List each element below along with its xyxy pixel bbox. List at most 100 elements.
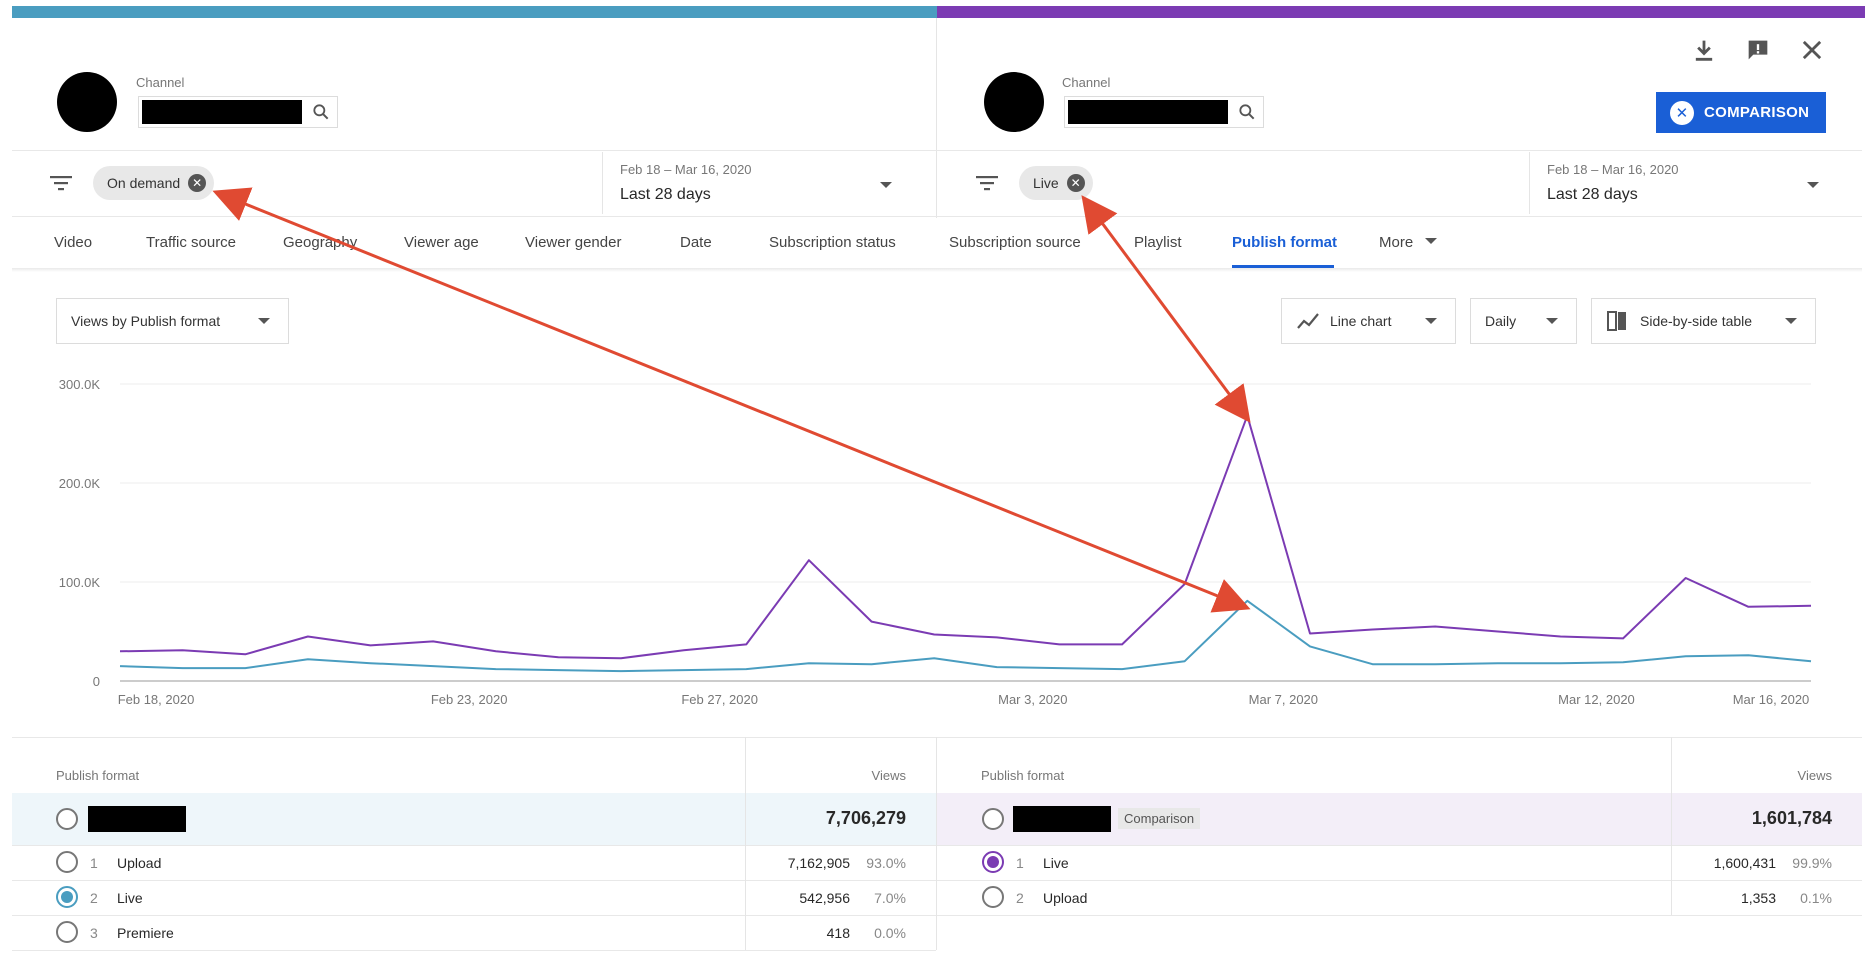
data-point[interactable] xyxy=(1429,658,1441,670)
tab-subscription-status[interactable]: Subscription status xyxy=(769,234,896,251)
data-point[interactable] xyxy=(678,664,690,676)
tab-viewer-age[interactable]: Viewer age xyxy=(404,234,479,251)
data-point[interactable] xyxy=(803,657,815,669)
data-point[interactable] xyxy=(427,660,439,672)
data-point[interactable] xyxy=(302,630,314,642)
tab-viewer-gender[interactable]: Viewer gender xyxy=(525,234,622,251)
feedback-icon[interactable] xyxy=(1744,36,1772,64)
data-point[interactable] xyxy=(1241,410,1253,422)
data-point[interactable] xyxy=(552,651,564,663)
data-point[interactable] xyxy=(365,657,377,669)
row-radio[interactable] xyxy=(982,886,1004,908)
table-mode-dropdown[interactable]: Side-by-side table xyxy=(1591,298,1816,344)
row-radio[interactable] xyxy=(56,808,78,830)
data-point[interactable] xyxy=(1492,657,1504,669)
chevron-down-icon xyxy=(1425,318,1437,324)
right-date-picker[interactable]: Feb 18 – Mar 16, 2020 Last 28 days xyxy=(1530,152,1862,214)
search-icon[interactable] xyxy=(311,102,331,122)
data-point[interactable] xyxy=(1805,600,1817,612)
data-point[interactable] xyxy=(1554,657,1566,669)
tab-playlist[interactable]: Playlist xyxy=(1134,234,1182,251)
right-col-header-views[interactable]: Views xyxy=(1797,768,1832,783)
row-radio-selected[interactable] xyxy=(56,886,78,908)
data-point[interactable] xyxy=(1680,650,1692,662)
data-point[interactable] xyxy=(177,644,189,656)
data-point[interactable] xyxy=(1492,626,1504,638)
row-radio[interactable] xyxy=(982,808,1004,830)
data-point[interactable] xyxy=(740,638,752,650)
data-point[interactable] xyxy=(740,663,752,675)
filter-icon[interactable] xyxy=(975,173,999,193)
tab-subscription-source[interactable]: Subscription source xyxy=(949,234,1081,251)
divider xyxy=(12,737,1862,738)
data-point[interactable] xyxy=(1116,663,1128,675)
filter-chip-live[interactable]: Live ✕ xyxy=(1019,166,1093,200)
tab-traffic-source[interactable]: Traffic source xyxy=(146,234,237,251)
data-point[interactable] xyxy=(177,662,189,674)
data-point[interactable] xyxy=(1554,630,1566,642)
data-point[interactable] xyxy=(239,648,251,660)
data-point[interactable] xyxy=(490,663,502,675)
left-col-header-views[interactable]: Views xyxy=(871,768,906,783)
interval-dropdown[interactable]: Daily xyxy=(1470,298,1577,344)
data-point[interactable] xyxy=(1429,621,1441,633)
row-radio[interactable] xyxy=(56,921,78,943)
data-point[interactable] xyxy=(1742,649,1754,661)
data-point[interactable] xyxy=(866,658,878,670)
data-point[interactable] xyxy=(866,616,878,628)
data-point[interactable] xyxy=(490,645,502,657)
data-point[interactable] xyxy=(928,652,940,664)
data-point[interactable] xyxy=(928,628,940,640)
download-icon[interactable] xyxy=(1690,36,1718,64)
row-radio[interactable] xyxy=(56,851,78,873)
data-point[interactable] xyxy=(1053,638,1065,650)
row-radio-selected[interactable] xyxy=(982,851,1004,873)
data-point[interactable] xyxy=(114,660,126,672)
left-date-picker[interactable]: Feb 18 – Mar 16, 2020 Last 28 days xyxy=(603,152,936,214)
tab-more[interactable]: More xyxy=(1379,234,1438,251)
data-point[interactable] xyxy=(1680,572,1692,584)
data-point[interactable] xyxy=(803,554,815,566)
filter-chip-on-demand[interactable]: On demand ✕ xyxy=(93,166,215,200)
data-point[interactable] xyxy=(1179,655,1191,667)
data-point[interactable] xyxy=(1742,601,1754,613)
search-icon[interactable] xyxy=(1237,102,1257,122)
tab-geography[interactable]: Geography xyxy=(283,234,358,251)
data-point[interactable] xyxy=(1304,627,1316,639)
close-icon[interactable] xyxy=(1798,36,1826,64)
data-point[interactable] xyxy=(1053,662,1065,674)
remove-filter-icon[interactable]: ✕ xyxy=(188,174,207,192)
data-point[interactable] xyxy=(1805,655,1817,667)
comparison-button[interactable]: ✕ COMPARISON xyxy=(1656,92,1826,133)
data-point[interactable] xyxy=(1179,578,1191,590)
data-point[interactable] xyxy=(991,661,1003,673)
data-point[interactable] xyxy=(114,645,126,657)
data-point[interactable] xyxy=(991,631,1003,643)
row-name: Live xyxy=(117,890,143,906)
chevron-down-icon xyxy=(880,182,892,188)
data-point[interactable] xyxy=(1367,624,1379,636)
data-point[interactable] xyxy=(427,635,439,647)
data-point[interactable] xyxy=(615,652,627,664)
data-point[interactable] xyxy=(678,644,690,656)
tab-date[interactable]: Date xyxy=(680,234,712,251)
data-point[interactable] xyxy=(1617,656,1629,668)
tab-publish-format[interactable]: Publish format xyxy=(1232,234,1338,251)
data-point[interactable] xyxy=(615,665,627,677)
tab-video[interactable]: Video xyxy=(54,234,93,251)
data-point[interactable] xyxy=(1116,638,1128,650)
right-channel-input[interactable] xyxy=(1064,96,1264,128)
data-point[interactable] xyxy=(1367,658,1379,670)
metric-dropdown[interactable]: Views by Publish format xyxy=(56,298,289,344)
data-point[interactable] xyxy=(1304,640,1316,652)
chart-type-dropdown[interactable]: Line chart xyxy=(1281,298,1456,344)
data-point[interactable] xyxy=(1241,595,1253,607)
left-channel-input[interactable] xyxy=(138,96,338,128)
filter-icon[interactable] xyxy=(49,173,73,193)
data-point[interactable] xyxy=(239,662,251,674)
data-point[interactable] xyxy=(552,664,564,676)
data-point[interactable] xyxy=(302,653,314,665)
remove-filter-icon[interactable]: ✕ xyxy=(1066,174,1085,192)
data-point[interactable] xyxy=(1617,632,1629,644)
data-point[interactable] xyxy=(365,639,377,651)
